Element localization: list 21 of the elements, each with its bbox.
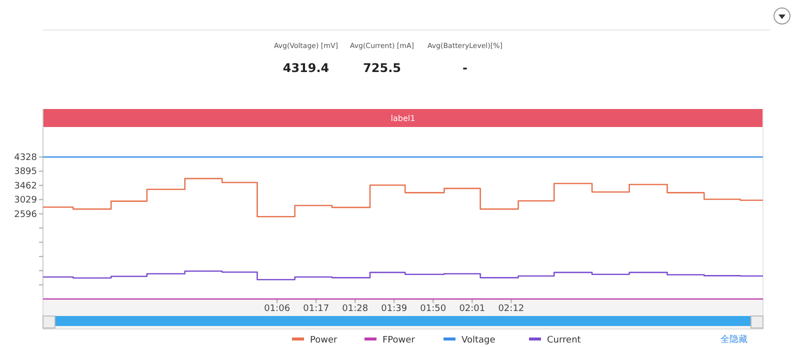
x-tick-label: 01:50: [420, 304, 446, 314]
y-tick-label: 3029: [14, 196, 38, 206]
text: -: [462, 61, 468, 75]
x-tick-label: 02:01: [459, 304, 486, 314]
legend-label: Voltage: [462, 336, 496, 346]
y-tick-label: 3895: [14, 167, 37, 178]
x-tick-label: 02:12: [498, 304, 524, 314]
y-tick-label: 2596: [14, 210, 38, 220]
x-tick-label: 01:17: [303, 304, 330, 314]
text: 4319.4: [282, 61, 330, 75]
x-tick-label: 01:39: [381, 304, 408, 314]
text: 725.5: [363, 61, 401, 75]
legend-label: Power: [310, 336, 338, 346]
band-label: label1: [390, 114, 416, 123]
y-tick-label: 3462: [14, 181, 37, 192]
x-tick-label: 01:06: [264, 304, 290, 314]
legend-label: FPower: [382, 336, 416, 346]
y-tick-label: 4328: [14, 152, 38, 163]
text: 全隐藏: [720, 334, 748, 345]
x-tick-label: 01:28: [342, 304, 368, 314]
legend-label: Current: [547, 336, 582, 346]
